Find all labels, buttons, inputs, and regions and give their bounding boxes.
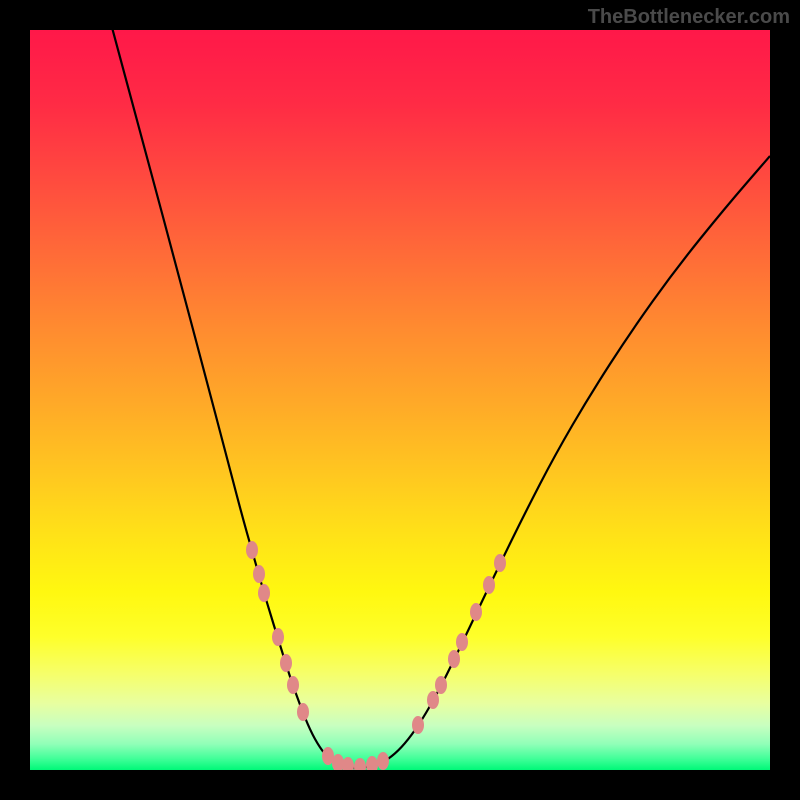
data-marker bbox=[494, 554, 506, 572]
data-marker bbox=[435, 676, 447, 694]
data-marker bbox=[377, 752, 389, 770]
data-marker bbox=[272, 628, 284, 646]
data-marker bbox=[448, 650, 460, 668]
data-marker bbox=[297, 703, 309, 721]
data-marker bbox=[287, 676, 299, 694]
data-marker bbox=[253, 565, 265, 583]
bottleneck-chart bbox=[30, 30, 770, 770]
data-marker bbox=[246, 541, 258, 559]
data-marker bbox=[456, 633, 468, 651]
data-marker bbox=[470, 603, 482, 621]
data-marker bbox=[483, 576, 495, 594]
watermark-text: TheBottlenecker.com bbox=[588, 6, 790, 29]
chart-background bbox=[30, 30, 770, 770]
data-marker bbox=[412, 716, 424, 734]
data-marker bbox=[258, 584, 270, 602]
data-marker bbox=[427, 691, 439, 709]
data-marker bbox=[280, 654, 292, 672]
chart-svg bbox=[30, 30, 770, 770]
